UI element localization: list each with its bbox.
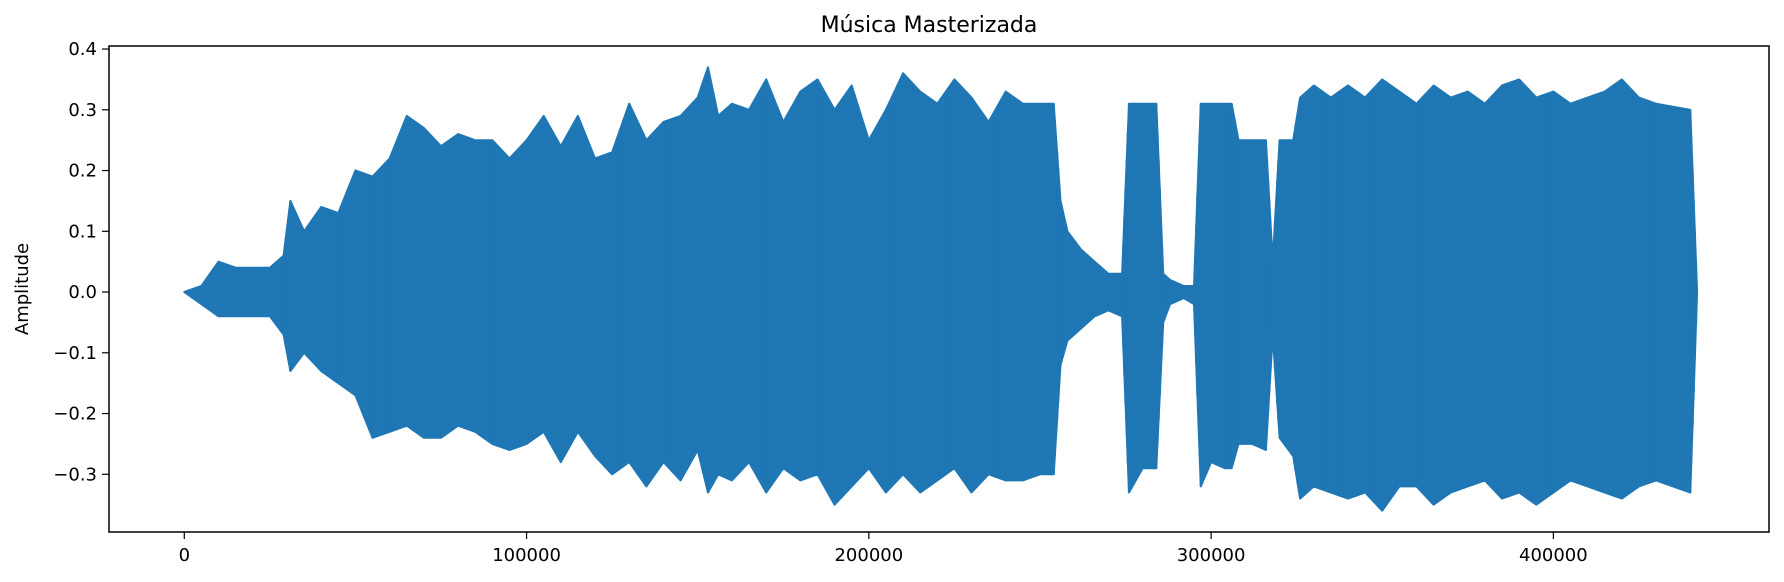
y-tick-label: −0.1	[53, 343, 97, 364]
x-tick-label: 400000	[1519, 545, 1588, 566]
y-tick-label: 0.4	[68, 39, 97, 60]
chart-title: Música Masterizada	[821, 13, 1038, 38]
y-axis-label: Amplitude	[12, 243, 33, 335]
plot-area	[183, 66, 1699, 512]
y-tick-label: −0.3	[53, 464, 97, 485]
x-axis: 0 100000 200000 300000 400000	[179, 532, 1588, 566]
x-tick-label: 100000	[492, 545, 561, 566]
y-tick-label: −0.2	[53, 404, 97, 425]
x-tick-label: 300000	[1177, 545, 1246, 566]
y-tick-label: 0.0	[68, 282, 97, 303]
y-tick-label: 0.1	[68, 221, 97, 242]
x-tick-label: 0	[179, 545, 190, 566]
y-axis: −0.3 −0.2 −0.1 0.0 0.1 0.2 0.3 0.4	[53, 39, 109, 485]
y-tick-label: 0.3	[68, 100, 97, 121]
y-tick-label: 0.2	[68, 161, 97, 182]
x-tick-label: 200000	[834, 545, 903, 566]
axes-frame	[108, 45, 1770, 533]
